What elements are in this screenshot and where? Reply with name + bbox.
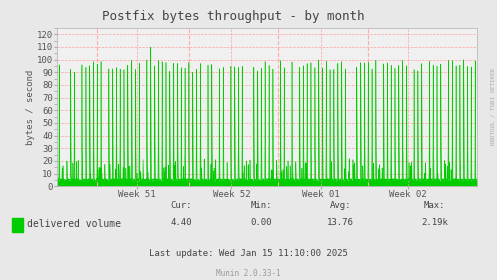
Text: Munin 2.0.33-1: Munin 2.0.33-1 — [216, 269, 281, 277]
Text: 2.19k: 2.19k — [421, 218, 448, 227]
Text: Min:: Min: — [250, 201, 272, 210]
Text: 4.40: 4.40 — [170, 218, 192, 227]
Text: Postfix bytes throughput - by month: Postfix bytes throughput - by month — [102, 10, 365, 23]
Text: Max:: Max: — [424, 201, 446, 210]
Text: 13.76: 13.76 — [327, 218, 354, 227]
Text: Cur:: Cur: — [170, 201, 192, 210]
Text: 0.00: 0.00 — [250, 218, 272, 227]
Text: delivered volume: delivered volume — [27, 219, 121, 229]
Text: Last update: Wed Jan 15 11:10:00 2025: Last update: Wed Jan 15 11:10:00 2025 — [149, 249, 348, 258]
Text: RRDTOOL / TOBI OETIKER: RRDTOOL / TOBI OETIKER — [491, 68, 496, 145]
Text: Avg:: Avg: — [330, 201, 351, 210]
Y-axis label: bytes / second: bytes / second — [26, 69, 35, 145]
